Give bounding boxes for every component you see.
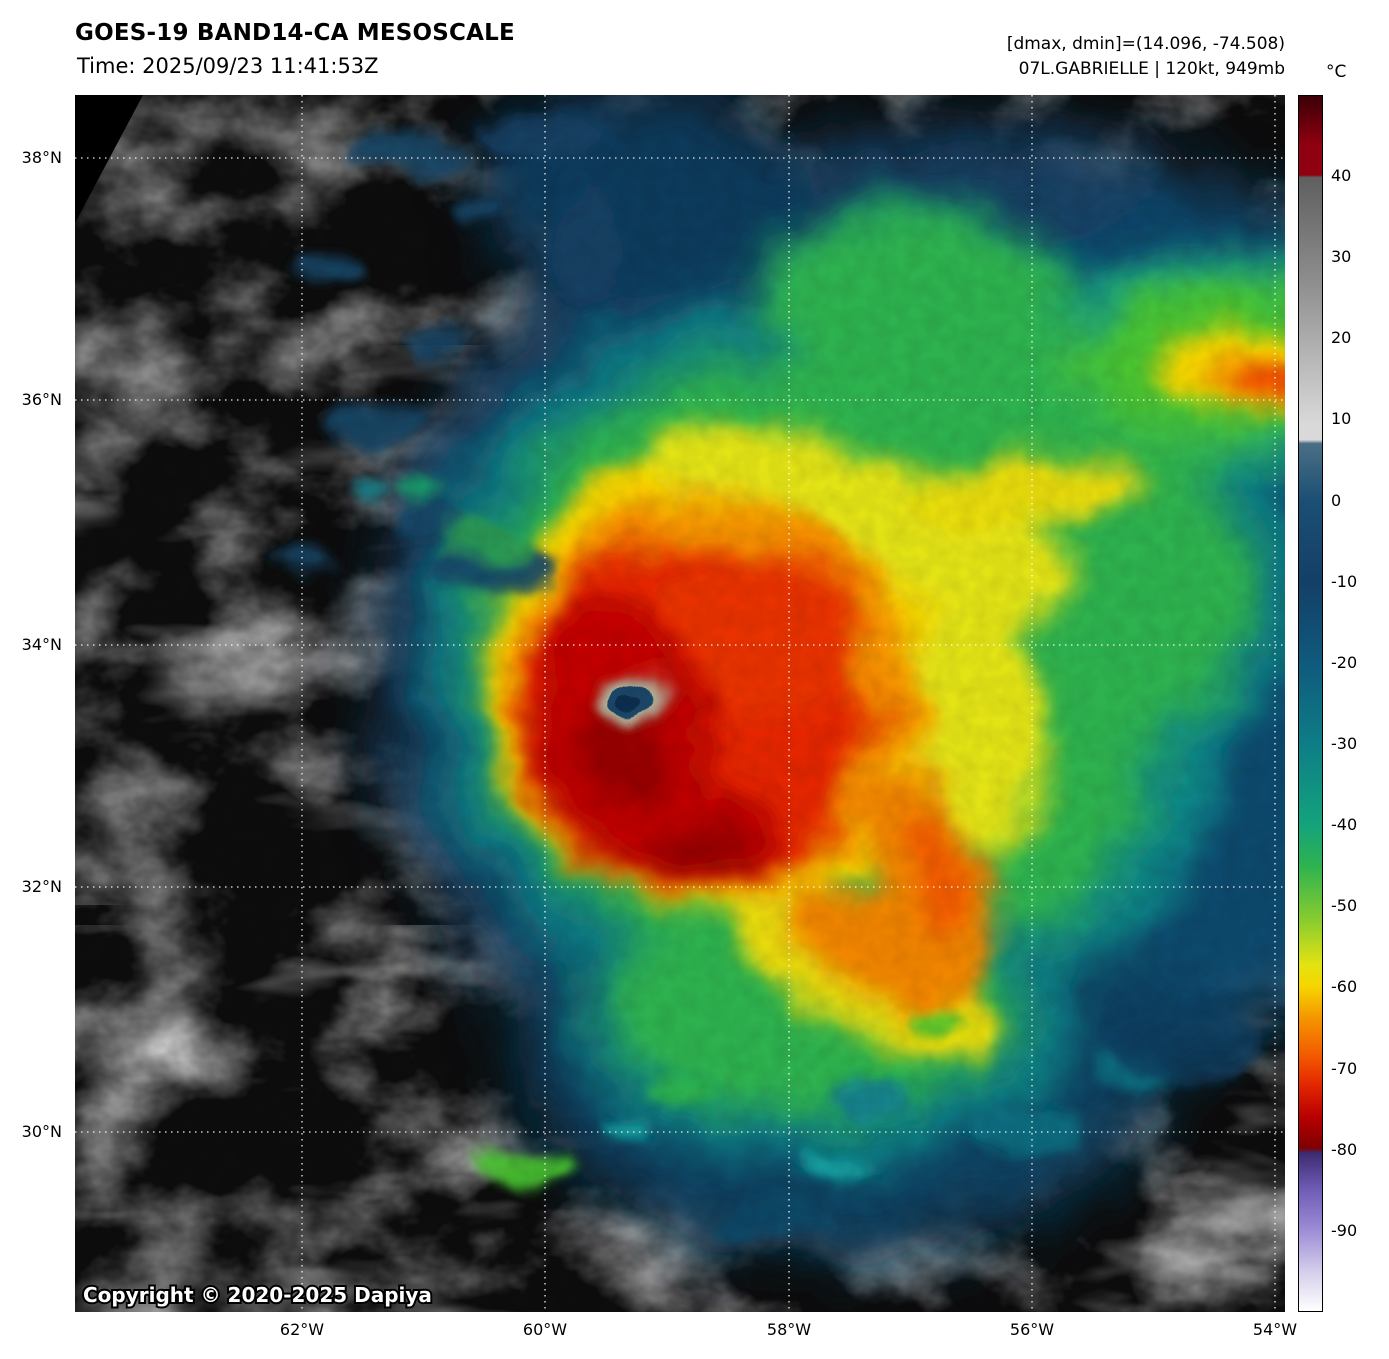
lon-label: 60°W (522, 1320, 568, 1339)
satellite-map: Copyright © 2020-2025 Dapiya (75, 95, 1285, 1312)
lat-label: 36°N (21, 390, 62, 409)
scan-edge-corner (75, 95, 143, 223)
lon-label: 58°W (766, 1320, 812, 1339)
colorbar-tick: -10 (1331, 572, 1358, 591)
colorbar-tick: -80 (1331, 1140, 1358, 1159)
colorbar-unit-label: °C (1326, 62, 1347, 82)
colorbar-tick: -20 (1331, 653, 1358, 672)
range-info: [dmax, dmin]=(14.096, -74.508) (1006, 34, 1285, 54)
lon-label: 54°W (1252, 1320, 1298, 1339)
lon-label: 62°W (279, 1320, 325, 1339)
colorbar-tick: -90 (1331, 1221, 1358, 1240)
colorbar-tick: 20 (1331, 328, 1352, 347)
lat-label: 34°N (21, 635, 62, 654)
copyright-text: Copyright © 2020-2025 Dapiya (83, 1283, 432, 1307)
colorbar-ticks: 40 30 20 10 0 -10 -20 -30 -40 -50 -60 -7… (1331, 95, 1387, 1312)
graticule (75, 95, 1285, 1312)
longitude-labels: 62°W 60°W 58°W 56°W 54°W (0, 1320, 1389, 1346)
colorbar-tick: 10 (1331, 409, 1352, 428)
colorbar-tick: -60 (1331, 977, 1358, 996)
storm-info: 07L.GABRIELLE | 120kt, 949mb (1018, 59, 1285, 79)
colorbar-tick: -30 (1331, 734, 1358, 753)
cloud-grain-overlay (75, 95, 1285, 1312)
lon-label: 56°W (1009, 1320, 1055, 1339)
colorbar-tick: 0 (1331, 491, 1342, 510)
colorbar-tick: -40 (1331, 815, 1358, 834)
goes-ir-image: Copyright © 2020-2025 Dapiya (75, 95, 1285, 1312)
colorbar-tick: -50 (1331, 896, 1358, 915)
colorbar-tick: 30 (1331, 247, 1352, 266)
product-title: GOES-19 BAND14-CA MESOSCALE (75, 20, 515, 46)
colorbar-tick: 40 (1331, 166, 1352, 185)
colorbar-gradient (1298, 95, 1323, 1312)
lat-label: 30°N (21, 1122, 62, 1141)
colorbar-tick: -70 (1331, 1059, 1358, 1078)
lat-label: 32°N (21, 877, 62, 896)
latitude-labels: 38°N 36°N 34°N 32°N 30°N (0, 95, 68, 1312)
timestamp: Time: 2025/09/23 11:41:53Z (77, 54, 379, 78)
lat-label: 38°N (21, 148, 62, 167)
